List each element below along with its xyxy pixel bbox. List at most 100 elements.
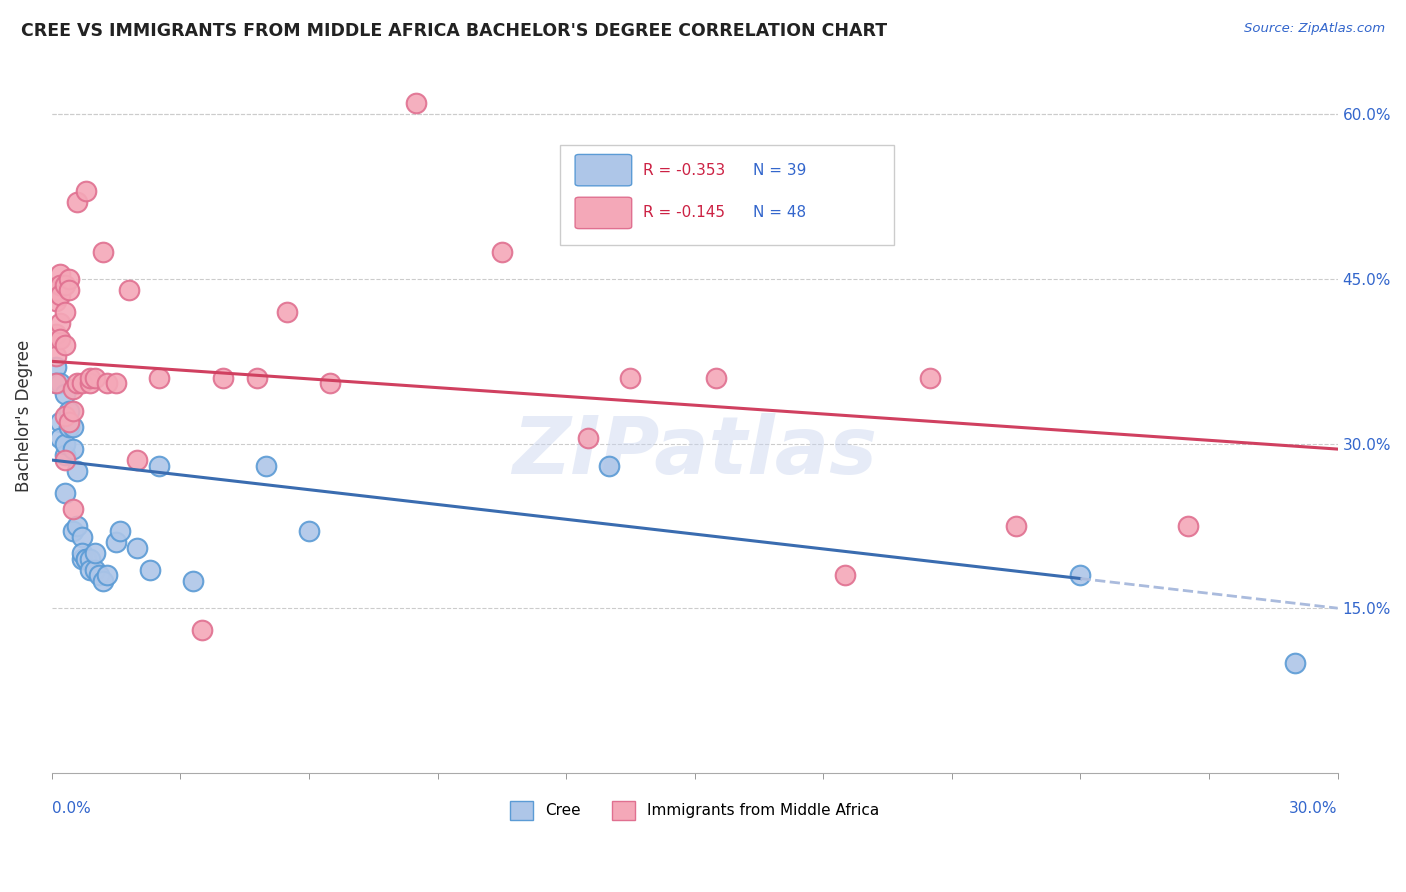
Point [598, 458, 620, 473]
Point [70, 551, 93, 566]
Point [49, 267, 72, 281]
Point [62, 524, 84, 539]
Point [96, 568, 118, 582]
Point [91, 244, 114, 259]
Text: 0.0%: 0.0% [52, 801, 90, 816]
Point [45, 376, 67, 391]
Point [53, 436, 76, 450]
Text: Source: ZipAtlas.com: Source: ZipAtlas.com [1244, 22, 1385, 36]
Text: N = 48: N = 48 [752, 205, 806, 220]
Point [298, 524, 321, 539]
Point [405, 96, 427, 111]
Legend: Cree, Immigrants from Middle Africa: Cree, Immigrants from Middle Africa [505, 795, 886, 826]
Point [53, 305, 76, 319]
Point [75, 551, 97, 566]
Point [45, 376, 67, 391]
Point [58, 403, 80, 417]
Point [49, 288, 72, 302]
Point [105, 535, 128, 549]
Point [45, 326, 67, 341]
Point [79, 551, 101, 566]
Point [70, 376, 93, 391]
Point [619, 371, 641, 385]
Point [1177, 519, 1199, 533]
Point [704, 371, 727, 385]
FancyBboxPatch shape [575, 197, 631, 228]
Point [53, 448, 76, 462]
Point [62, 403, 84, 417]
Point [1284, 656, 1306, 670]
Text: 30.0%: 30.0% [1289, 801, 1337, 816]
Point [53, 277, 76, 292]
Text: ZIPatlas: ZIPatlas [512, 413, 877, 491]
Point [66, 464, 89, 478]
Point [87, 568, 110, 582]
Point [75, 184, 97, 198]
Point [148, 371, 170, 385]
Point [105, 376, 128, 391]
Point [118, 283, 141, 297]
Point [576, 431, 599, 445]
FancyBboxPatch shape [560, 145, 894, 245]
Point [254, 458, 277, 473]
Point [58, 283, 80, 297]
Point [53, 338, 76, 352]
Point [45, 293, 67, 308]
Point [148, 458, 170, 473]
Point [127, 453, 149, 467]
Point [66, 519, 89, 533]
Text: R = -0.145: R = -0.145 [644, 205, 725, 220]
Point [79, 376, 101, 391]
Point [79, 563, 101, 577]
Point [45, 283, 67, 297]
Point [70, 546, 93, 560]
Point [49, 376, 72, 391]
Point [45, 349, 67, 363]
Text: CREE VS IMMIGRANTS FROM MIDDLE AFRICA BACHELOR'S DEGREE CORRELATION CHART: CREE VS IMMIGRANTS FROM MIDDLE AFRICA BA… [21, 22, 887, 40]
Point [110, 524, 132, 539]
Point [83, 371, 105, 385]
Point [181, 574, 204, 588]
Point [79, 371, 101, 385]
Point [191, 623, 214, 637]
Point [53, 486, 76, 500]
Point [49, 332, 72, 346]
Point [920, 371, 942, 385]
Point [83, 563, 105, 577]
Point [491, 244, 513, 259]
Point [58, 272, 80, 286]
Point [53, 453, 76, 467]
Point [276, 305, 298, 319]
Y-axis label: Bachelor's Degree: Bachelor's Degree [15, 340, 32, 492]
Point [66, 376, 89, 391]
Point [834, 568, 856, 582]
Point [139, 563, 162, 577]
Point [58, 415, 80, 429]
Point [62, 382, 84, 396]
Point [45, 359, 67, 374]
Point [49, 415, 72, 429]
Point [1069, 568, 1091, 582]
Point [49, 316, 72, 330]
FancyBboxPatch shape [575, 154, 631, 186]
Point [66, 195, 89, 210]
Point [62, 442, 84, 456]
Point [62, 502, 84, 516]
Point [319, 376, 342, 391]
Point [53, 409, 76, 424]
Point [49, 277, 72, 292]
Point [127, 541, 149, 555]
Point [212, 371, 235, 385]
Point [49, 431, 72, 445]
Point [53, 387, 76, 401]
Point [91, 574, 114, 588]
Point [246, 371, 269, 385]
Point [83, 546, 105, 560]
Text: R = -0.353: R = -0.353 [644, 162, 725, 178]
Point [70, 530, 93, 544]
Point [62, 420, 84, 434]
Text: N = 39: N = 39 [752, 162, 806, 178]
Point [75, 551, 97, 566]
Point [1005, 519, 1028, 533]
Point [58, 420, 80, 434]
